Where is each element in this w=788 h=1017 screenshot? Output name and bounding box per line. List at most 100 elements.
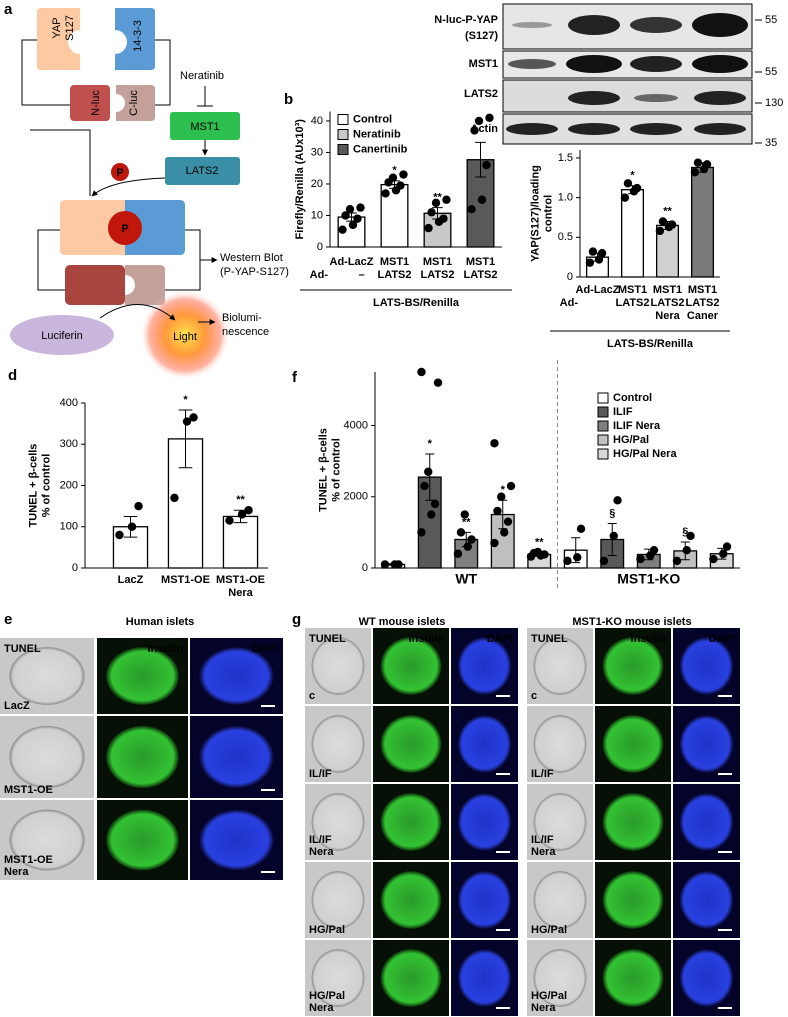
islet <box>380 871 442 929</box>
y-axis-label: % of control <box>40 454 52 518</box>
light-glow <box>140 290 230 380</box>
data-point <box>396 181 405 190</box>
y-tick-label: 2000 <box>344 491 368 503</box>
islet <box>199 647 274 705</box>
legend-label: Neratinib <box>353 128 401 140</box>
y-tick-label: 20 <box>311 178 323 190</box>
row-label: Nera <box>531 1002 556 1014</box>
islet <box>679 949 734 1007</box>
complex-phospho <box>108 211 142 245</box>
diagram: YAP S127 14-3-3 N-luc C-luc Neratinib MS… <box>10 8 289 380</box>
substrate-text: Luciferin <box>41 330 83 342</box>
annotation: * <box>501 484 506 496</box>
row-label: IL/IF <box>309 768 332 780</box>
y-tick-label: 0 <box>317 241 323 253</box>
panel-label: b <box>284 91 293 108</box>
data-point <box>667 220 677 229</box>
error-bar <box>475 141 486 178</box>
panel-title: Human islets <box>126 616 194 628</box>
yap-box <box>37 8 80 70</box>
data-point <box>431 198 441 208</box>
mst1-box <box>170 112 240 140</box>
islet <box>602 715 664 773</box>
inhibitor-text: Neratinib <box>180 70 224 82</box>
legend-swatch <box>597 420 609 432</box>
x-tick-label: LATS2 <box>463 269 497 281</box>
x-tick-label: MST1 <box>380 256 409 268</box>
islet <box>311 871 365 929</box>
data-point <box>424 467 433 476</box>
arrow <box>91 177 166 197</box>
data-point <box>682 545 691 555</box>
row-label: HG/Pal <box>309 990 345 1002</box>
band <box>508 59 556 69</box>
data-point <box>417 528 426 537</box>
panel-label: g <box>292 611 301 628</box>
data-point <box>540 550 549 559</box>
data-point <box>394 560 403 569</box>
data-point <box>380 560 390 569</box>
y-tick-label: 300 <box>60 438 78 450</box>
blot-marker: 55 <box>765 14 777 26</box>
row-label: LacZ <box>4 700 30 712</box>
data-point <box>477 195 487 204</box>
row-label: HG/Pal <box>309 924 345 936</box>
row-label: MST1-OE <box>4 854 53 866</box>
bar <box>621 189 645 278</box>
annotation: ** <box>663 205 672 217</box>
legend-label: Control <box>353 113 392 125</box>
data-point <box>456 528 466 537</box>
islet <box>311 949 365 1007</box>
complex-c-luc <box>125 265 165 305</box>
x-tick-label: MST1 <box>653 284 682 296</box>
legend-label: HG/Pal Nera <box>613 448 677 460</box>
row-label: HG/Pal <box>531 924 567 936</box>
y-axis-label: Firefly/Renilla (AUx10³) <box>294 119 306 240</box>
readout-text: Western Blot <box>220 252 283 264</box>
y-tick-label: 1.5 <box>558 152 573 164</box>
band <box>694 123 746 135</box>
data-point <box>388 173 398 182</box>
islet <box>9 725 85 789</box>
row-label: c <box>531 690 537 702</box>
data-point <box>690 168 700 177</box>
data-point <box>474 116 484 126</box>
islet <box>311 793 365 851</box>
row-label: IL/IF <box>531 768 554 780</box>
islet <box>199 725 274 789</box>
adaptor-box <box>115 8 155 70</box>
legend-swatch <box>597 392 609 404</box>
panel-label: f <box>292 369 298 386</box>
phospho-circle <box>111 163 129 181</box>
islet <box>199 809 274 871</box>
data-point <box>353 214 362 223</box>
data-point <box>430 499 440 509</box>
data-point <box>594 255 604 264</box>
islet <box>380 949 442 1007</box>
band <box>506 123 558 135</box>
annotation: § <box>682 526 688 538</box>
blot-marker: 130 <box>765 97 783 109</box>
islet <box>533 793 587 851</box>
row-label: Nera <box>531 846 556 858</box>
row-label: IL/IF <box>531 834 554 846</box>
legend-label: ILIF <box>613 406 633 418</box>
y-tick-label: 10 <box>311 209 323 221</box>
row-label: Nera <box>309 1002 334 1014</box>
data-point <box>453 549 463 558</box>
band <box>630 56 682 72</box>
connector <box>155 39 171 106</box>
band <box>566 55 622 73</box>
annotation: ** <box>236 494 245 506</box>
annotation: ** <box>462 516 471 528</box>
annotation: ** <box>433 192 442 204</box>
annotation: ** <box>535 537 544 549</box>
data-point <box>470 126 479 135</box>
inhibition <box>197 86 213 107</box>
panel-title: WT mouse islets <box>359 616 446 628</box>
data-point <box>467 204 476 214</box>
data-point <box>482 160 491 170</box>
y-tick-label: 400 <box>60 397 78 409</box>
data-point <box>115 530 124 540</box>
